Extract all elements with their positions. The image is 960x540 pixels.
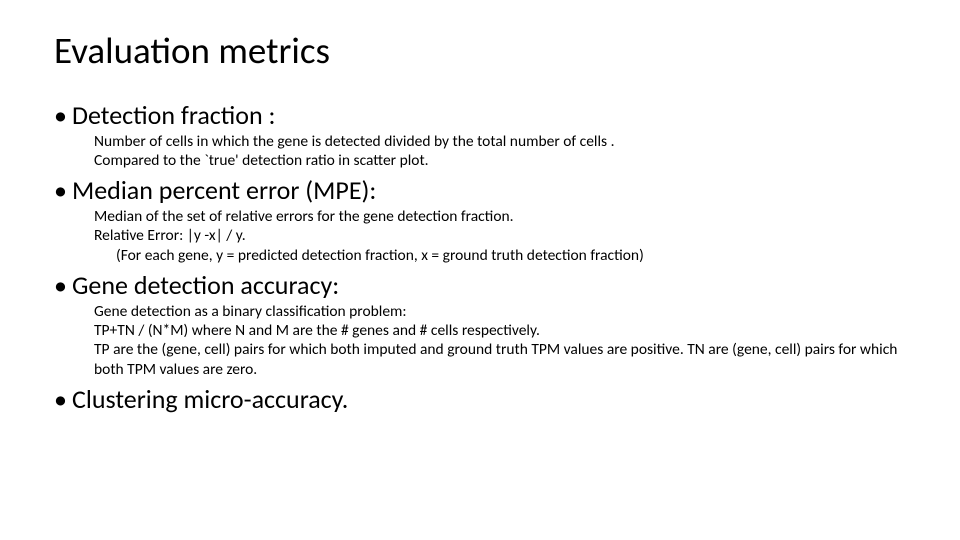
bullet-icon: • [54,101,72,130]
bullet-description: Median of the set of relative errors for… [94,207,906,265]
desc-line-indent: (For each gene, y = predicted detection … [116,246,906,265]
bullet-icon: • [54,176,72,205]
desc-line: Median of the set of relative errors for… [94,207,514,226]
desc-line: Number of cells in which the gene is det… [94,132,615,151]
bullet-description: Number of cells in which the gene is det… [94,132,906,171]
desc-line: Compared to the `true' detection ratio i… [94,151,429,170]
bullet-icon: • [54,385,72,414]
bullet-description: Gene detection as a binary classificatio… [94,302,906,380]
desc-line: Relative Error: |y -x| / y. [94,226,246,245]
bullet-label: Median percent error (MPE): [72,176,376,205]
bullet-label: Gene detection accuracy: [72,271,339,300]
list-item: • Gene detection accuracy: [54,271,906,300]
list-item: • Detection fraction : [54,101,906,130]
list-item: • Clustering micro-accuracy. [54,385,906,414]
list-item: • Median percent error (MPE): [54,176,906,205]
page-title: Evaluation metrics [54,28,906,73]
bullet-label: Clustering micro-accuracy. [72,385,348,414]
bullet-icon: • [54,271,72,300]
bullet-list: • Detection fraction : Number of cells i… [54,101,906,414]
bullet-label: Detection fraction : [72,101,276,130]
desc-line: Gene detection as a binary classificatio… [94,302,407,321]
desc-line: TP+TN / (N*M) where N and M are the # ge… [94,321,540,340]
slide: Evaluation metrics • Detection fraction … [0,0,960,540]
desc-line: TP are the (gene, cell) pairs for which … [94,340,897,378]
